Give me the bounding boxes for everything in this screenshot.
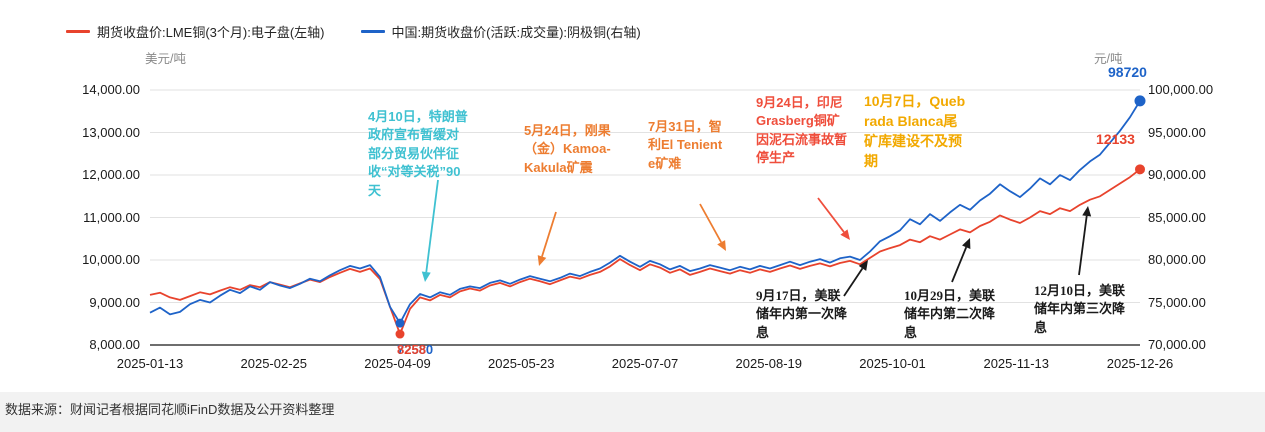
x-axis-tick: 2025-01-13 bbox=[116, 356, 184, 371]
annotation-arrowhead bbox=[537, 255, 547, 266]
shfe-dip-value-label: 72580 bbox=[397, 342, 434, 357]
legend-label-lme: 期货收盘价:LME铜(3个月):电子盘(左轴) bbox=[97, 25, 325, 40]
right-axis-tick: 75,000.00 bbox=[1148, 294, 1206, 310]
legend-item-lme: 期货收盘价:LME铜(3个月):电子盘(左轴) bbox=[66, 22, 325, 41]
right-axis-tick: 95,000.00 bbox=[1148, 124, 1206, 140]
left-axis-tick: 11,000.00 bbox=[83, 209, 140, 225]
endpoint-dots bbox=[395, 95, 1146, 339]
annotation-el-teniente: 7月31日，智利El Teniente矿难 bbox=[648, 119, 723, 171]
left-axis-tick: 9,000.00 bbox=[89, 294, 140, 310]
annotation-arrow bbox=[951, 246, 968, 283]
right-axis-tick: 100,000.00 bbox=[1148, 82, 1214, 97]
right-axis-tick: 70,000.00 bbox=[1148, 337, 1206, 352]
annotation-arrowhead bbox=[858, 260, 868, 271]
annotation-arrowhead bbox=[421, 271, 431, 282]
lme-end-value-label: 12133 bbox=[1096, 131, 1135, 147]
annotation-arrow bbox=[1078, 215, 1088, 276]
annotation-fed-cut-1: 9月17日，美联储年内第一次降息 bbox=[756, 288, 848, 340]
left-axis-tick: 10,000.00 bbox=[82, 252, 140, 267]
lme-dip-value-label: 8258 bbox=[397, 342, 426, 357]
x-axis-tick: 2025-08-19 bbox=[735, 356, 803, 371]
x-axis-tick: 2025-05-23 bbox=[488, 356, 555, 371]
lme-dip-dot bbox=[395, 329, 405, 339]
annotation-arrow bbox=[699, 203, 722, 243]
left-axis-tick: 13,000.00 bbox=[82, 124, 140, 140]
annotation-fed-cut-2: 10月29日，美联储年内第二次降息 bbox=[904, 288, 996, 340]
annotation-arrows bbox=[421, 179, 1092, 297]
annotation-quebrada-blanca: 10月7日，Quebrada Blanca尾矿库建设不及预期 bbox=[864, 93, 966, 169]
annotation-tariff-pause: 4月10日，特朗普政府宣布暂缓对部分贸易伙伴征收“对等关税”90天 bbox=[368, 109, 468, 198]
x-axis-tick: 2025-02-25 bbox=[240, 356, 308, 371]
legend-label-shfe: 中国:期货收盘价(活跃:成交量):阴极铜(右轴) bbox=[391, 25, 641, 40]
shfe-dip-dot bbox=[395, 318, 405, 328]
annotation-arrow bbox=[817, 197, 845, 233]
shfe-end-dot bbox=[1134, 95, 1146, 107]
lme-line-swatch bbox=[66, 30, 90, 33]
x-axis-tick: 2025-12-26 bbox=[1106, 356, 1174, 371]
annotation-arrowhead bbox=[717, 240, 726, 251]
x-axis-tick: 2025-04-09 bbox=[364, 356, 431, 371]
data-source-text: 数据来源：财闻记者根据同花顺iFinD数据及公开资料整理 bbox=[5, 402, 335, 417]
annotation-arrow bbox=[425, 179, 439, 273]
annotation-kamoa-kakula: 5月24日，刚果（金）Kamoa-Kakula矿震 bbox=[524, 123, 611, 175]
annotation-arrow bbox=[843, 267, 864, 297]
left-axis-tick: 12,000.00 bbox=[82, 167, 140, 182]
gridlines bbox=[150, 89, 1140, 346]
shfe-end-value-label: 98720 bbox=[1108, 64, 1147, 80]
left-axis-tick: 14,000.00 bbox=[82, 82, 140, 97]
annotation-grasberg: 9月24日，印尼Grasberg铜矿因泥石流事故暂停生产 bbox=[756, 95, 848, 166]
left-axis-unit: 美元/吨 bbox=[145, 52, 186, 66]
annotation-arrowhead bbox=[962, 238, 971, 249]
annotation-arrowhead bbox=[1082, 206, 1092, 217]
right-axis-tick: 80,000.00 bbox=[1148, 252, 1206, 267]
x-axis-tick: 2025-07-07 bbox=[611, 356, 679, 371]
right-axis-unit: 元/吨 bbox=[1094, 52, 1123, 66]
left-axis-tick: 8,000.00 bbox=[89, 337, 140, 352]
legend-item-shfe: 中国:期货收盘价(活跃:成交量):阴极铜(右轴) bbox=[360, 22, 641, 41]
x-axis-tick: 2025-10-01 bbox=[859, 356, 926, 371]
shfe-line-swatch bbox=[360, 30, 385, 33]
lme-end-dot bbox=[1135, 164, 1145, 175]
x-axis-tick: 2025-11-13 bbox=[983, 356, 1050, 371]
footer-bar: 数据来源：财闻记者根据同花顺iFinD数据及公开资料整理 bbox=[0, 392, 1265, 432]
annotation-arrow bbox=[541, 211, 557, 257]
annotation-arrowhead bbox=[840, 229, 850, 240]
legend: 期货收盘价:LME铜(3个月):电子盘(左轴) 中国:期货收盘价(活跃:成交量)… bbox=[66, 22, 641, 41]
annotation-fed-cut-3: 12月10日，美联储年内第三次降息 bbox=[1034, 283, 1126, 335]
right-axis-tick: 85,000.00 bbox=[1148, 209, 1206, 225]
shfe-price-line bbox=[149, 100, 1141, 325]
right-axis-tick: 90,000.00 bbox=[1148, 167, 1206, 182]
